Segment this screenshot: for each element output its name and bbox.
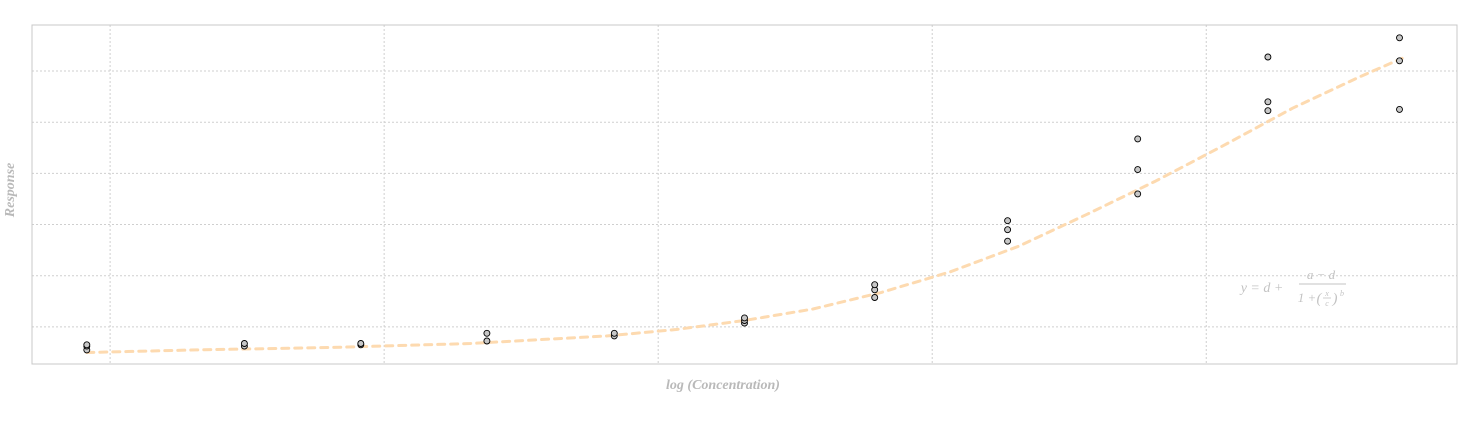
data-point (483, 329, 491, 337)
formula-numerator: a − d (1307, 267, 1336, 282)
data-point (1264, 53, 1272, 61)
grid-lines (32, 25, 1457, 364)
formula-close-paren: ) (1332, 291, 1338, 307)
data-point (1134, 135, 1142, 143)
data-point (240, 340, 248, 347)
data-point (871, 281, 879, 289)
data-point (1004, 226, 1012, 234)
formula-lhs: y = d + (1239, 281, 1284, 296)
data-point (357, 340, 365, 347)
fitted-curve-line (85, 56, 1404, 354)
formula-denominator-lead: 1 + (1298, 290, 1317, 305)
plot-frame (31, 24, 1458, 365)
data-point (1264, 98, 1272, 106)
formula-inner-top: x (1324, 289, 1329, 298)
data-point (1396, 57, 1403, 65)
formula-inner-bottom: c (1325, 299, 1329, 308)
y-axis-title: Response (3, 163, 18, 218)
data-points-layer (83, 34, 1403, 354)
data-point (610, 329, 618, 337)
data-point (1134, 190, 1142, 198)
x-axis-title: log (Concentration) (666, 378, 780, 393)
fitted-curve-layer (85, 56, 1404, 354)
data-point (741, 314, 748, 322)
data-point (1004, 237, 1012, 245)
formula-open-paren: ( (1317, 291, 1323, 307)
data-point (1264, 107, 1272, 115)
data-point (1396, 105, 1403, 113)
data-point (1396, 34, 1403, 42)
data-point (83, 341, 91, 349)
data-point (1004, 217, 1012, 225)
formula-exponent: b (1340, 289, 1344, 298)
data-point (483, 337, 491, 345)
data-point (871, 294, 879, 301)
data-point (1134, 166, 1142, 174)
formula-annotation: y = d + a − d 1 + ( x c ) b (1239, 267, 1346, 308)
